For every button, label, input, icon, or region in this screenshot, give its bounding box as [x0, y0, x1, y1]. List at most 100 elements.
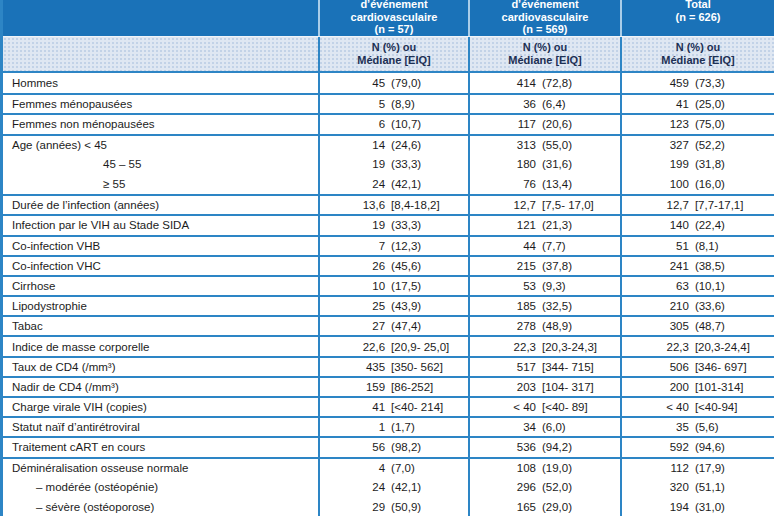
value-n: 26 — [320, 260, 385, 272]
subheader-line: N (%) ou — [470, 41, 620, 54]
value-n: 53 — [470, 280, 536, 292]
header-col-total: Total (n = 626) — [620, 0, 774, 36]
value-n: 22,6 — [320, 341, 385, 353]
value-pct-or-iqr: (19,0) — [542, 462, 620, 474]
row-value-cell: 140(22,4) — [620, 216, 774, 234]
row-value-cell: 200[101-314] — [620, 378, 774, 396]
value-pct-or-iqr: (5,6) — [695, 421, 774, 433]
row-value-cell: 7(12,3) — [318, 237, 468, 255]
value-pct-or-iqr: (25,0) — [695, 98, 774, 110]
table-row: Co-infection VHC26(45,6)215(37,8)241(38,… — [3, 255, 774, 275]
table-row: Lipodystrophie25(43,9)185(32,5)210(33,6) — [3, 295, 774, 315]
row-label: – modérée (ostéopénie) — [3, 481, 318, 493]
value-n: 12,7 — [622, 199, 689, 211]
value-pct-or-iqr: (51,1) — [695, 481, 774, 493]
value-pct-or-iqr: (52,2) — [695, 139, 774, 151]
row-value-cell: 26(45,6) — [318, 257, 468, 275]
value-n: 34 — [470, 421, 536, 433]
table-row: Infection par le VIH au Stade SIDA19(33,… — [3, 214, 774, 234]
page: d’événement cardiovasculaire (n = 57) d’… — [0, 0, 774, 516]
row-value-cell: 517[344- 715] — [468, 358, 620, 376]
row-value-cell: 19(33,3) — [318, 154, 468, 174]
row-value-cell: 296(52,0) — [468, 477, 620, 497]
value-pct-or-iqr: (94,2) — [542, 441, 620, 453]
row-label: – sévère (ostéoporose) — [3, 501, 318, 513]
row-value-cell: 22,6[20,9- 25,0] — [318, 337, 468, 355]
value-n: 76 — [470, 178, 536, 190]
row-value-cell: 24 (42,1) — [318, 477, 468, 497]
value-pct-or-iqr: [104- 317] — [542, 381, 620, 393]
value-pct-or-iqr: [86-252] — [391, 381, 468, 393]
value-n: 112 — [622, 462, 689, 474]
value-pct-or-iqr: (55,0) — [542, 139, 620, 151]
table-body: Hommes45(79,0)414(72,8)459(73,3)Femmes m… — [3, 73, 774, 516]
table-row: Nadir de CD4 (/mm³)159[86-252]203[104- 3… — [3, 376, 774, 396]
row-value-cell: 35(5,6) — [620, 418, 774, 436]
header-col-no-event: d’événement cardiovasculaire (n = 569) — [468, 0, 620, 36]
table-row: Tabac27(47,4)278(48,9)305(48,7) — [3, 315, 774, 335]
row-label: Charge virale VIH (copies) — [3, 401, 318, 413]
value-n: 22,3 — [622, 341, 689, 353]
table-row: Co-infection VHB7(12,3)44(7,7)51(8,1) — [3, 235, 774, 255]
value-n: 313 — [470, 139, 536, 151]
value-n: 200 — [622, 381, 689, 393]
value-pct-or-iqr: (72,8) — [542, 77, 620, 89]
value-n: 51 — [622, 240, 689, 252]
row-label: Age (années) < 45 — [3, 139, 318, 151]
row-label: Taux de CD4 (/mm³) — [3, 361, 318, 373]
value-pct-or-iqr: (50,9) — [391, 501, 468, 513]
header-line: d’événement — [320, 0, 468, 11]
row-value-cell: 506[346- 697] — [620, 358, 774, 376]
row-value-cell: 10(17,5) — [318, 277, 468, 295]
table-row: Durée de l’infection (années)13,6[8,4-18… — [3, 194, 774, 214]
value-pct-or-iqr: (38,5) — [695, 260, 774, 272]
value-n: 19 — [320, 219, 385, 231]
row-label: Nadir de CD4 (/mm³) — [3, 381, 318, 393]
value-pct-or-iqr: (12,3) — [391, 240, 468, 252]
value-n: 44 — [470, 240, 536, 252]
value-n: 1 — [320, 421, 385, 433]
row-value-cell: 29(50,9) — [318, 497, 468, 516]
value-n: 117 — [470, 118, 536, 130]
value-pct-or-iqr: (22,4) — [695, 219, 774, 231]
row-value-cell: 100(16,0) — [620, 174, 774, 194]
row-value-cell: 12,7[7,7-17,1] — [620, 196, 774, 214]
value-pct-or-iqr: (13,4) — [542, 178, 620, 190]
row-value-cell: 215(37,8) — [468, 257, 620, 275]
value-pct-or-iqr: [346- 697] — [695, 361, 774, 373]
value-n: 24 — [320, 481, 385, 493]
value-n: 517 — [470, 361, 536, 373]
row-value-cell: 22,3 [20,3-24,4] — [620, 337, 774, 355]
row-value-cell: 278(48,9) — [468, 317, 620, 335]
row-label: Femmes non ménopausées — [3, 118, 318, 130]
value-pct-or-iqr: [350- 562] — [391, 361, 468, 373]
row-value-cell: 41[<40- 214] — [318, 398, 468, 416]
value-n: 305 — [622, 320, 689, 332]
subheader-col-event: N (%) ou Médiane [EIQ] — [318, 37, 468, 71]
value-pct-or-iqr: (42,1) — [391, 481, 468, 493]
table-row: Hommes45(79,0)414(72,8)459(73,3) — [3, 73, 774, 93]
value-pct-or-iqr: [20,3-24,3] — [542, 341, 620, 353]
value-n: 36 — [470, 98, 536, 110]
value-n: 41 — [622, 98, 689, 110]
value-pct-or-iqr: [7,5- 17,0] — [542, 199, 620, 211]
header-line: cardiovasculaire — [320, 11, 468, 24]
value-pct-or-iqr: [20,3-24,4] — [695, 341, 774, 353]
row-label: Tabac — [3, 320, 318, 332]
value-n: 14 — [320, 139, 385, 151]
value-n: 24 — [320, 178, 385, 190]
row-value-cell: 27(47,4) — [318, 317, 468, 335]
header-line: (n = 569) — [470, 23, 620, 36]
header-line: (n = 626) — [622, 11, 774, 24]
row-label: Statut naïf d’antirétroviral — [3, 421, 318, 433]
row-label: Durée de l’infection (années) — [3, 199, 318, 211]
value-pct-or-iqr: [8,4-18,2] — [391, 199, 468, 211]
table-row: Age (années) < 4514(24,6)313(55,0)327(52… — [3, 134, 774, 154]
row-value-cell: 313 (55,0) — [468, 136, 620, 154]
row-label: Traitement cART en cours — [3, 441, 318, 453]
table-row: 45 – 5519(33,3)180(31,6)199(31,8) — [3, 154, 774, 174]
row-label: Infection par le VIH au Stade SIDA — [3, 219, 318, 231]
row-value-cell: 121(21,3) — [468, 216, 620, 234]
value-pct-or-iqr: [<40-94] — [695, 401, 774, 413]
value-n: 215 — [470, 260, 536, 272]
